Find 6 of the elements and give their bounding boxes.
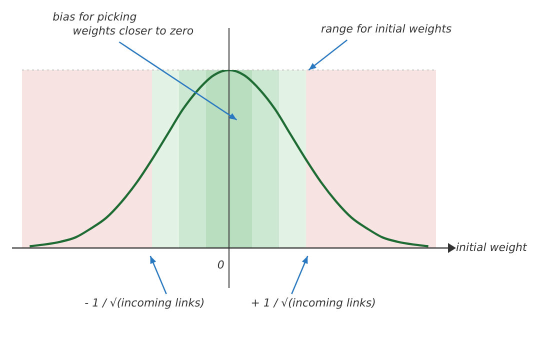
text: range for initial weights <box>321 22 452 36</box>
text: bias for picking weights closer to zero <box>52 10 194 38</box>
text: - 1 / √(incoming links) <box>84 296 205 310</box>
text: 0 <box>217 258 224 272</box>
text: + 1 / √(incoming links) <box>250 296 376 310</box>
x-axis-title: initial weight <box>456 240 528 254</box>
